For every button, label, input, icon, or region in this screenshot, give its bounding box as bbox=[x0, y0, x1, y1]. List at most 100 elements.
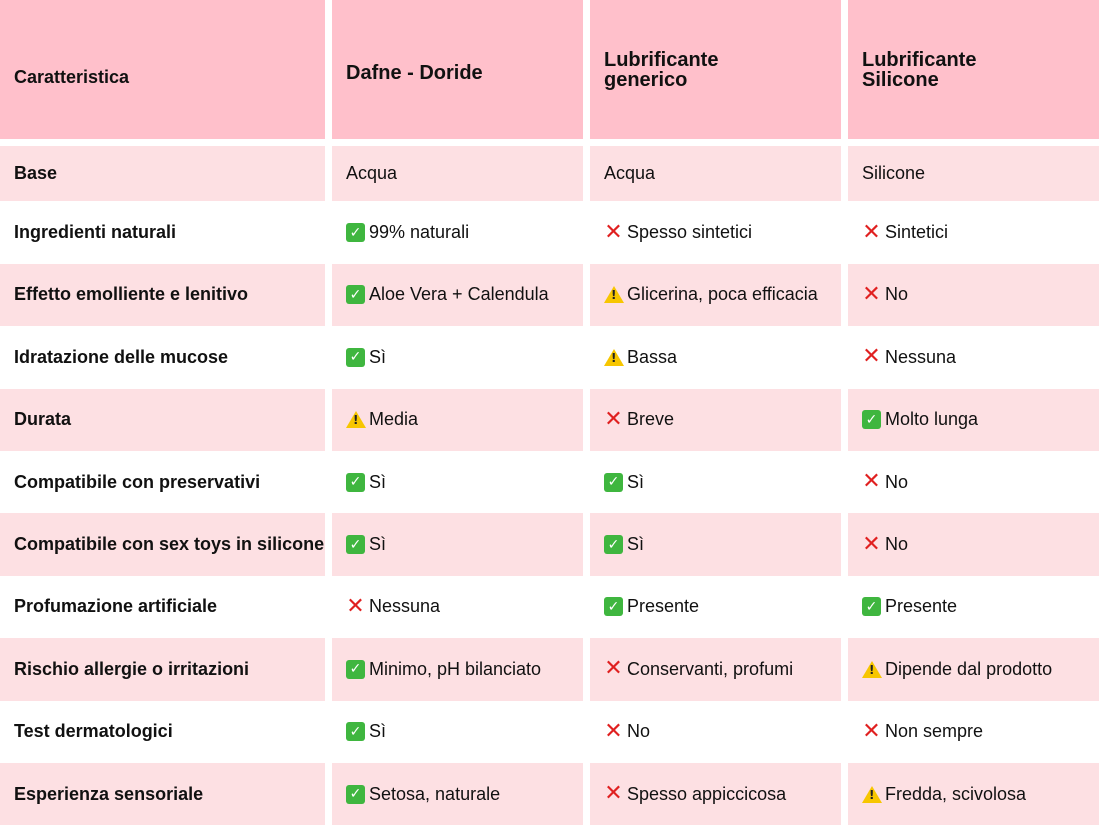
table-cell: ✓ Sì bbox=[332, 700, 583, 763]
cross-icon: ✕ bbox=[604, 656, 623, 682]
table-cell: ✓ Presente bbox=[590, 575, 841, 639]
check-icon: ✓ bbox=[346, 535, 365, 555]
cell-value: Spesso appiccicosa bbox=[627, 783, 787, 804]
feature-label: Idratazione delle mucose bbox=[0, 326, 325, 389]
header-product-1: Dafne - Doride bbox=[332, 0, 583, 139]
cross-icon: ✕ bbox=[862, 344, 881, 370]
cell-value: No bbox=[627, 721, 651, 742]
warning-icon bbox=[862, 785, 882, 803]
table-cell: ✕ Non sempre bbox=[848, 700, 1099, 763]
table-cell: ✓ Minimo, pH bilanciato bbox=[332, 638, 583, 701]
cell-value: Presente bbox=[627, 596, 700, 617]
table-cell: Fredda, scivolosa bbox=[848, 762, 1099, 826]
cell-value: Conservanti, profumi bbox=[627, 658, 794, 679]
cell-value: Sì bbox=[369, 721, 387, 742]
table-cell: Silicone bbox=[848, 146, 1099, 202]
cross-icon: ✕ bbox=[862, 531, 881, 557]
check-icon: ✓ bbox=[346, 223, 365, 243]
table-cell: ✕ Nessuna bbox=[848, 326, 1099, 389]
header-product-3: Lubrificante Silicone bbox=[848, 0, 1099, 139]
cross-icon: ✕ bbox=[862, 469, 881, 495]
table-cell: Dipende dal prodotto bbox=[848, 638, 1099, 701]
cell-value: Presente bbox=[885, 596, 958, 617]
cell-value: Media bbox=[369, 409, 419, 430]
feature-label: Esperienza sensoriale bbox=[0, 762, 325, 826]
table-cell: ✓ Presente bbox=[848, 575, 1099, 639]
cross-icon: ✕ bbox=[346, 593, 365, 619]
cell-value: Setosa, naturale bbox=[369, 783, 501, 804]
cell-value: Sì bbox=[369, 346, 387, 367]
cell-value: 99% naturali bbox=[369, 222, 470, 243]
check-icon: ✓ bbox=[862, 597, 881, 617]
cell-value: No bbox=[885, 284, 909, 305]
check-icon: ✓ bbox=[604, 535, 623, 555]
feature-label: Ingredienti naturali bbox=[0, 201, 325, 264]
warning-icon bbox=[862, 660, 882, 678]
table-cell: ✓ Sì bbox=[332, 513, 583, 576]
cell-value: Nessuna bbox=[369, 596, 441, 617]
table-cell: Acqua bbox=[332, 146, 583, 202]
header-product-2: Lubrificante generico bbox=[590, 0, 841, 139]
cross-icon: ✕ bbox=[862, 281, 881, 307]
check-icon: ✓ bbox=[604, 597, 623, 617]
cell-value: Dipende dal prodotto bbox=[885, 658, 1053, 679]
table-cell: ✓ Setosa, naturale bbox=[332, 762, 583, 826]
feature-label: Profumazione artificiale bbox=[0, 575, 325, 639]
cell-value: Fredda, scivolosa bbox=[885, 783, 1027, 804]
cell-value: Breve bbox=[627, 409, 675, 430]
cell-value: Minimo, pH bilanciato bbox=[369, 658, 542, 679]
warning-icon bbox=[604, 348, 624, 366]
cross-icon: ✕ bbox=[604, 406, 623, 432]
cross-icon: ✕ bbox=[604, 781, 623, 807]
table-cell: ✓ Aloe Vera + Calendula bbox=[332, 263, 583, 327]
table-cell: ✓ Sì bbox=[590, 513, 841, 576]
header-feature-column: Caratteristica bbox=[0, 0, 325, 139]
table-cell: Acqua bbox=[590, 146, 841, 202]
table-cell: ✓ Sì bbox=[332, 326, 583, 389]
cell-value: No bbox=[885, 534, 909, 555]
cell-value: Molto lunga bbox=[885, 409, 979, 430]
cell-value: Silicone bbox=[862, 163, 926, 184]
cell-value: Acqua bbox=[346, 163, 398, 184]
check-icon: ✓ bbox=[346, 722, 365, 742]
check-icon: ✓ bbox=[862, 410, 881, 430]
cell-value: Non sempre bbox=[885, 721, 984, 742]
cell-value: Glicerina, poca efficacia bbox=[627, 284, 818, 305]
cross-icon: ✕ bbox=[862, 219, 881, 245]
table-cell: Media bbox=[332, 388, 583, 451]
table-cell: ✕ No bbox=[848, 263, 1099, 327]
table-cell: ✓ Sì bbox=[590, 450, 841, 514]
table-cell: ✓ Molto lunga bbox=[848, 388, 1099, 451]
table-cell: ✕ Nessuna bbox=[332, 575, 583, 639]
table-cell: Glicerina, poca efficacia bbox=[590, 263, 841, 327]
table-cell: ✕ Sintetici bbox=[848, 201, 1099, 264]
cell-value: No bbox=[885, 471, 909, 492]
table-cell: ✕ Breve bbox=[590, 388, 841, 451]
table-cell: ✕ Spesso appiccicosa bbox=[590, 762, 841, 826]
warning-icon bbox=[346, 411, 366, 429]
warning-icon bbox=[604, 286, 624, 304]
table-cell: ✓ 99% naturali bbox=[332, 201, 583, 264]
cross-icon: ✕ bbox=[604, 219, 623, 245]
feature-label: Test dermatologici bbox=[0, 700, 325, 763]
table-cell: ✕ Conservanti, profumi bbox=[590, 638, 841, 701]
cell-value: Nessuna bbox=[885, 346, 957, 367]
table-cell: Bassa bbox=[590, 326, 841, 389]
cross-icon: ✕ bbox=[862, 718, 881, 744]
feature-label: Effetto emolliente e lenitivo bbox=[0, 263, 325, 327]
cell-value: Aloe Vera + Calendula bbox=[369, 284, 549, 305]
check-icon: ✓ bbox=[604, 472, 623, 492]
table-cell: ✕ No bbox=[590, 700, 841, 763]
cell-value: Bassa bbox=[627, 346, 678, 367]
cell-value: Spesso sintetici bbox=[627, 222, 753, 243]
cell-value: Sintetici bbox=[885, 222, 949, 243]
check-icon: ✓ bbox=[346, 472, 365, 492]
check-icon: ✓ bbox=[346, 285, 365, 305]
table-cell: ✕ Spesso sintetici bbox=[590, 201, 841, 264]
check-icon: ✓ bbox=[346, 659, 365, 679]
check-icon: ✓ bbox=[346, 347, 365, 367]
feature-label: Rischio allergie o irritazioni bbox=[0, 638, 325, 701]
feature-label: Base bbox=[0, 146, 325, 202]
cell-value: Acqua bbox=[604, 163, 656, 184]
